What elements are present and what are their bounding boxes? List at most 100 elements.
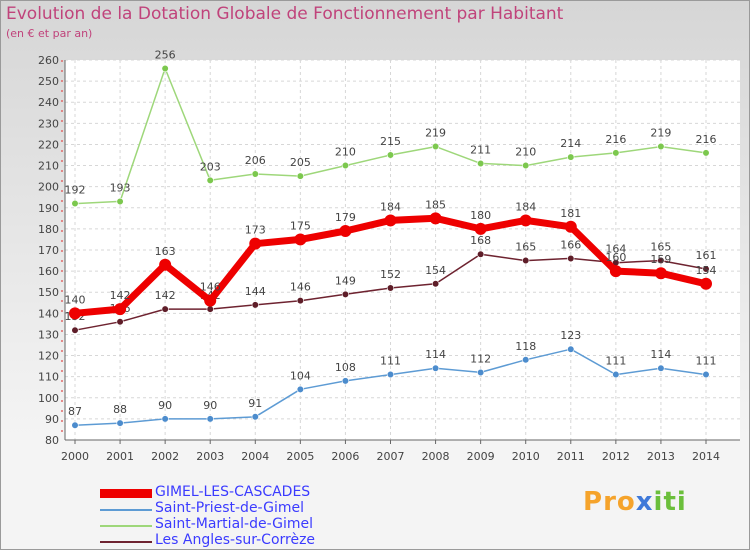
data-point-gimel-les-cascades [609,265,622,278]
x-tick-label: 2008 [422,450,450,463]
data-point-saint-priest-de-gimel [567,345,575,353]
data-point-saint-priest-de-gimel [702,370,710,379]
y-tick-label: 230 [38,117,59,130]
data-point-gimel-les-cascades [700,277,712,290]
data-label-saint-martial-de-gimel: 216 [696,133,717,146]
data-point-gimel-les-cascades [294,233,307,246]
data-label-gimel-les-cascades: 181 [560,207,581,220]
data-label-saint-priest-de-gimel: 104 [290,369,311,382]
legend-swatch-saint-priest [100,509,152,511]
data-label-gimel-les-cascades: 160 [605,251,626,264]
data-point-gimel-les-cascades [249,237,262,250]
data-label-saint-martial-de-gimel: 210 [515,146,536,159]
data-point-gimel-les-cascades [564,220,577,233]
data-point-saint-priest-de-gimel [161,415,169,423]
data-label-saint-priest-de-gimel: 111 [696,355,717,368]
y-tick-label: 160 [38,265,59,278]
data-point-les-angles-sur-correze [116,318,124,326]
proxiti-logo: Proxiti [583,487,687,517]
data-label-les-angles-sur-correze: 161 [696,249,717,262]
data-point-saint-priest-de-gimel [657,364,665,372]
data-label-gimel-les-cascades: 179 [335,211,356,224]
data-label-saint-priest-de-gimel: 111 [605,355,626,368]
x-tick-label: 2011 [557,450,585,463]
data-label-les-angles-sur-correze: 152 [380,268,401,281]
data-label-gimel-les-cascades: 142 [110,289,131,302]
data-label-saint-priest-de-gimel: 123 [560,329,581,342]
data-point-gimel-les-cascades [114,303,127,316]
data-point-les-angles-sur-correze [522,256,530,265]
y-tick-label: 220 [38,138,59,151]
data-point-les-angles-sur-correze [657,256,665,265]
y-tick-label: 190 [38,202,59,215]
legend-label-les-angles: Les Angles-sur-Corrèze [155,532,316,548]
data-label-les-angles-sur-correze: 168 [470,234,491,247]
x-tick-label: 2001 [106,450,134,463]
legend-label-saint-martial: Saint-Martial-de-Gimel [155,516,314,532]
data-label-les-angles-sur-correze: 146 [290,281,311,294]
data-point-saint-priest-de-gimel [251,413,259,421]
x-tick-label: 2007 [377,450,405,463]
data-point-les-angles-sur-correze [431,280,440,288]
legend-label-saint-priest: Saint-Priest-de-Gimel [155,500,305,516]
data-label-saint-martial-de-gimel: 205 [290,156,311,169]
data-point-gimel-les-cascades [69,307,81,320]
data-label-saint-priest-de-gimel: 91 [248,397,262,410]
data-point-gimel-les-cascades [204,294,217,307]
data-label-gimel-les-cascades: 146 [200,281,221,294]
data-point-saint-priest-de-gimel [206,415,214,423]
data-point-les-angles-sur-correze [567,254,575,263]
data-label-saint-martial-de-gimel: 203 [200,160,221,173]
x-tick-label: 2010 [512,450,540,463]
data-point-les-angles-sur-correze [251,301,259,309]
data-label-les-angles-sur-correze: 166 [560,238,581,251]
data-point-saint-martial-de-gimel [477,159,485,168]
data-label-gimel-les-cascades: 140 [65,293,86,306]
data-label-saint-martial-de-gimel: 192 [65,184,86,197]
y-tick-label: 180 [38,223,59,236]
data-label-saint-martial-de-gimel: 219 [650,127,671,140]
data-point-saint-priest-de-gimel [612,370,620,379]
logo-letter: t [663,487,677,517]
data-label-saint-priest-de-gimel: 114 [425,348,446,361]
y-tick-label: 100 [38,392,59,405]
data-label-saint-martial-de-gimel: 206 [245,154,266,167]
data-point-saint-martial-de-gimel [567,153,575,161]
y-tick-label: 240 [38,96,59,109]
data-label-saint-martial-de-gimel: 216 [605,133,626,146]
data-point-saint-martial-de-gimel [296,172,304,180]
data-point-les-angles-sur-correze [386,284,395,292]
data-point-saint-priest-de-gimel [341,377,350,385]
data-label-saint-martial-de-gimel: 215 [380,135,401,148]
data-point-saint-priest-de-gimel [431,364,440,372]
x-tick-label: 2000 [61,450,89,463]
data-label-gimel-les-cascades: 184 [380,200,401,213]
data-point-saint-priest-de-gimel [477,368,485,377]
data-label-gimel-les-cascades: 154 [696,264,717,277]
data-label-gimel-les-cascades: 173 [245,224,266,237]
data-point-saint-martial-de-gimel [116,197,124,206]
legend-swatch-gimel [100,489,152,498]
data-label-saint-priest-de-gimel: 111 [380,355,401,368]
data-point-les-angles-sur-correze [477,250,485,258]
data-label-saint-priest-de-gimel: 112 [470,352,491,365]
data-label-les-angles-sur-correze: 154 [425,264,446,277]
data-label-les-angles-sur-correze: 149 [335,274,356,287]
data-label-gimel-les-cascades: 159 [650,253,671,266]
logo-letter: x [635,487,654,517]
data-point-gimel-les-cascades [474,222,487,235]
data-point-saint-martial-de-gimel [657,142,665,151]
data-point-les-angles-sur-correze [161,305,169,313]
data-point-saint-priest-de-gimel [386,370,395,379]
y-tick-label: 200 [38,181,59,194]
y-tick-label: 210 [38,160,59,173]
data-point-gimel-les-cascades [654,267,667,280]
logo-letter: i [676,487,687,517]
y-tick-label: 120 [38,350,59,363]
data-label-saint-priest-de-gimel: 87 [68,405,82,418]
data-label-gimel-les-cascades: 185 [425,198,446,211]
data-point-saint-martial-de-gimel [702,149,710,157]
data-point-saint-martial-de-gimel [251,170,259,178]
data-point-saint-martial-de-gimel [431,142,440,151]
data-point-saint-priest-de-gimel [522,356,530,364]
